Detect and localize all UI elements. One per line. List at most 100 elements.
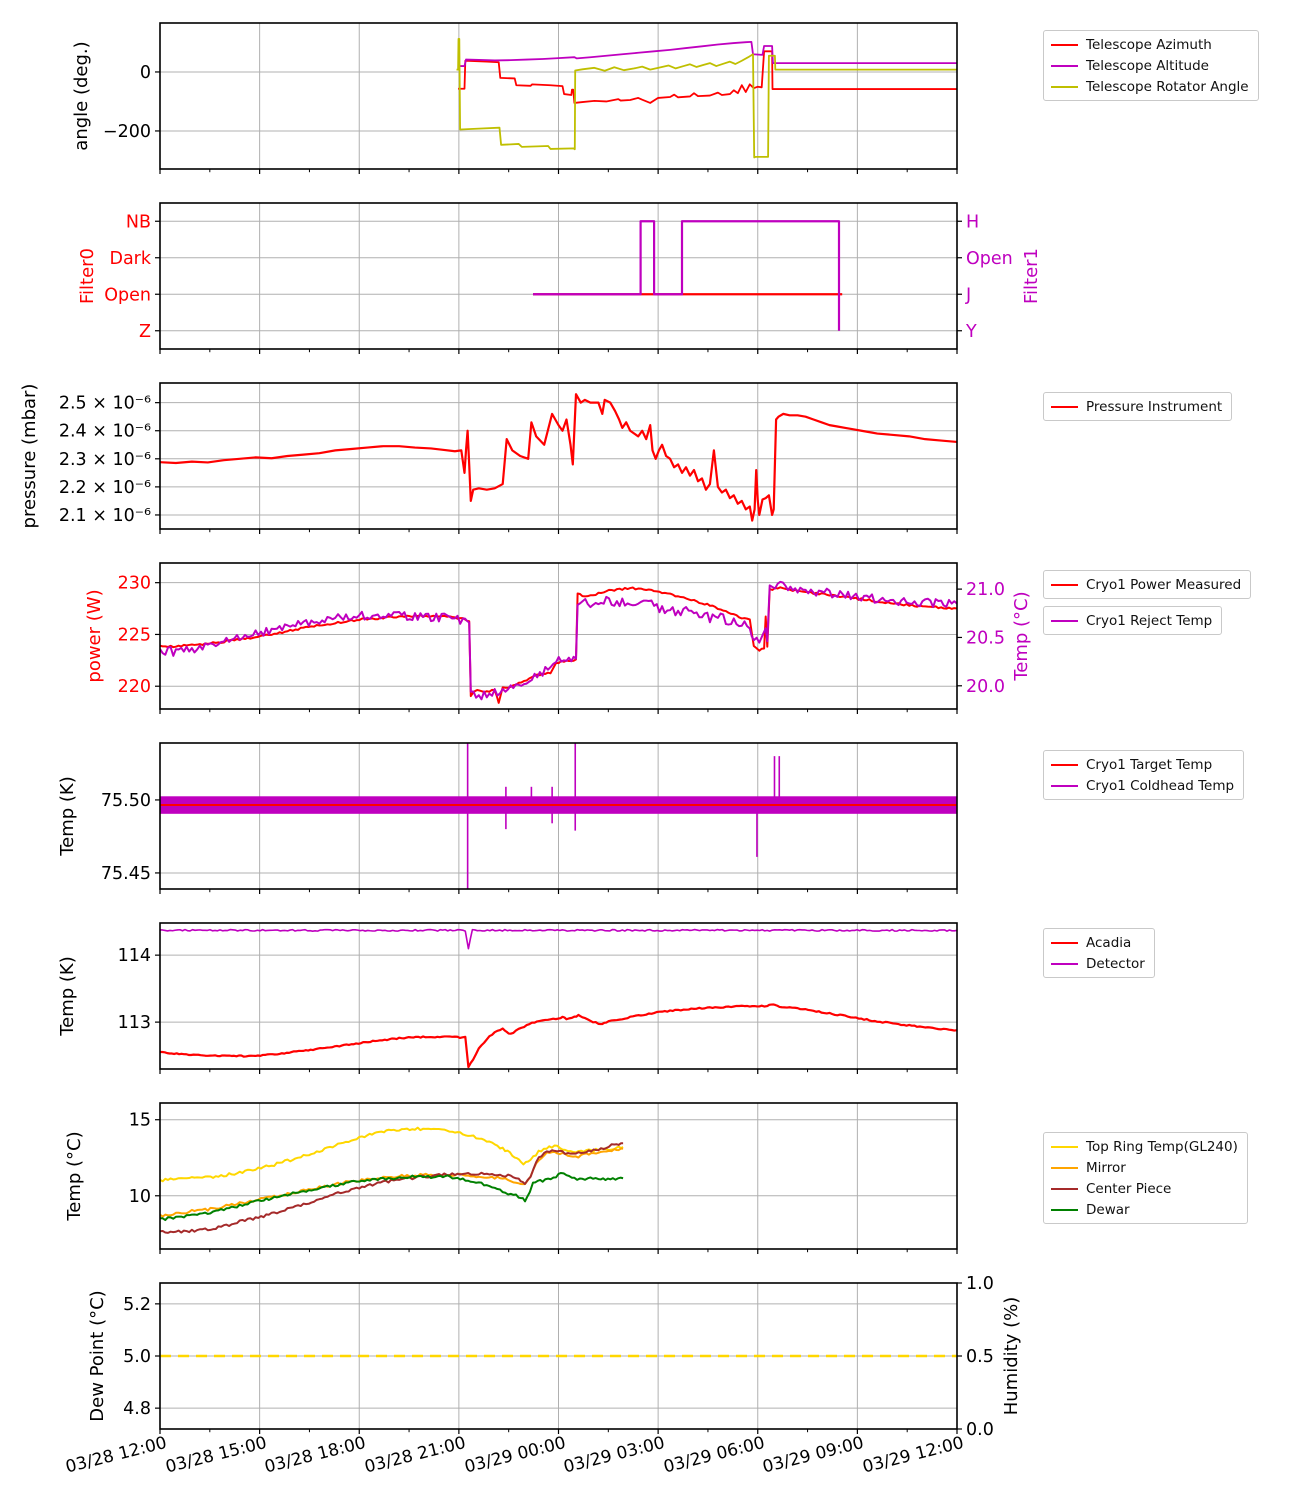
legend-label: Top Ring Temp(GL240) [1086,1138,1238,1155]
y-tick-label: 225 [118,625,151,645]
y-tick-label: 75.50 [101,791,151,811]
y-tick-label: −200 [103,122,151,142]
axes-frame [159,202,958,350]
ylabel-right-cryo-power: Temp (°C) [1011,591,1032,681]
y-tick-label: 2.2 × 10⁻⁶ [59,478,151,498]
y-tick-label: 4.8 [123,1399,151,1419]
y-right-tick-label: Y [965,322,977,342]
y-tick-label: Z [139,322,151,342]
y-right-tick-label: 21.0 [966,580,1005,600]
legend-item-acadia: Acadia [1051,932,1145,953]
y-right-tick-label: 0.5 [966,1347,994,1367]
y-tick-label: 114 [118,946,151,966]
legend-item-center-piece: Center Piece [1051,1178,1238,1199]
y-tick-label: 113 [118,1013,151,1033]
legend-item-detector: Detector [1051,953,1145,974]
legend-label: Acadia [1086,934,1132,951]
legend-label: Cryo1 Coldhead Temp [1086,777,1235,794]
legend-label: Telescope Altitude [1086,57,1209,74]
panel-angle-plot: 0 −200 [103,22,958,174]
panel-cryo-temp-plot: 75.50 75.45 [101,742,958,894]
axes-frame [159,382,958,530]
legend-swatch [1051,1166,1078,1169]
y-tick-label: 10 [129,1187,151,1207]
series-acadia [160,1003,957,1069]
y-tick-label: Dark [109,249,151,269]
legend-label: Cryo1 Target Temp [1086,756,1213,773]
legend-pressure: Pressure Instrument [1043,392,1233,421]
series-telescope-azimuth [458,50,957,104]
y-tick-label: 2.4 × 10⁻⁶ [59,422,151,442]
ylabel-pressure: pressure (mbar) [19,383,40,529]
y-tick-label: 230 [118,574,151,594]
y-right-tick-label: J [965,285,971,305]
series-top-ring-temp-gl240 [160,1126,624,1183]
legend-label: Detector [1086,955,1145,972]
legend-swatch [1051,64,1078,67]
legend-swatch [1051,962,1078,965]
legend-detector-temp: Acadia Detector [1043,928,1155,978]
legend-swatch [1051,583,1078,586]
axes-frame [159,22,958,170]
legend-label: Center Piece [1086,1180,1172,1197]
ylabel-structure-temp: Temp (°C) [64,1131,85,1221]
legend-swatch [1051,43,1078,46]
legend-label: Cryo1 Power Measured [1086,576,1242,593]
panel-filters-plot: NB Dark Open Z H Open JY [104,202,1013,354]
series-detector [160,928,957,950]
y-tick-label: 5.0 [123,1347,151,1367]
legend-item-cryo1-coldhead-temp: Cryo1 Coldhead Temp [1051,775,1234,796]
series-telescope-rotator-angle [456,38,957,159]
y-right-tick-label: Open [966,249,1013,269]
y-right-tick-label: H [966,212,979,232]
ylabel-right-filters: Filter1 [1021,247,1042,305]
legend-swatch [1051,405,1078,408]
series-center-piece [160,1142,624,1234]
axes-frame [159,562,958,710]
y-tick-label: 15 [129,1111,151,1131]
ylabel-cryo-power: power (W) [84,589,105,683]
panel-pressure-plot: 2.5 × 10⁻⁶ 2.4 × 10⁻⁶ 2.3 × 10⁻⁶ 2.2 × 10⁻⁶… [59,382,958,534]
legend-item-telescope-azimuth: Telescope Azimuth [1051,34,1249,55]
y-tick-label: 2.5 × 10⁻⁶ [59,394,151,414]
legend-swatch [1051,1187,1078,1190]
legend-item-telescope-altitude: Telescope Altitude [1051,55,1249,76]
legend-swatch [1051,784,1078,787]
legend-item-cryo1-power-measured: Cryo1 Power Measured [1051,574,1241,595]
series-mirror [160,1147,624,1218]
y-tick-label: 75.45 [101,864,151,884]
legend-cryo-power-0: Cryo1 Power Measured [1043,570,1252,599]
series-pressure-instrument [160,393,957,522]
legend-item-dewar: Dewar [1051,1199,1238,1220]
legend-swatch [1051,763,1078,766]
series-filter1-position [533,220,841,331]
y-tick-label: 2.3 × 10⁻⁶ [59,450,151,470]
y-tick-label: 220 [118,677,151,697]
legend-label: Telescope Rotator Angle [1086,78,1249,95]
axes-frame [159,742,958,890]
y-tick-label: Open [104,285,151,305]
y-tick-label: 5.2 [123,1295,151,1315]
legend-swatch [1051,1145,1078,1148]
legend-item-pressure-instrument: Pressure Instrument [1051,396,1222,417]
ylabel-filters: Filter0 [77,247,98,305]
legend-label: Dewar [1086,1201,1130,1218]
panel-detector-temp-plot: 114 113 [118,922,958,1074]
axes-frame [159,922,958,1070]
legend-swatch [1051,1208,1078,1211]
legend-item-telescope-rotator-angle: Telescope Rotator Angle [1051,76,1249,97]
legend-label: Mirror [1086,1159,1126,1176]
legend-cryo-temp: Cryo1 Target Temp Cryo1 Coldhead Temp [1043,750,1245,800]
legend-angle: Telescope Azimuth Telescope Altitude Teles… [1043,30,1259,101]
legend-item-cryo1-reject-temp: Cryo1 Reject Temp [1051,610,1212,631]
series-telescope-altitude [458,40,957,67]
legend-item-mirror: Mirror [1051,1157,1238,1178]
panel-dew-humidity-plot: 5.2 5.0 4.8 1.0 0.5 0.0 [123,1274,994,1440]
panel-cryo-power-plot: 230 225 220 21.0 20.5 20.0 [118,562,1005,714]
legend-item-top-ring-temp-gl240: Top Ring Temp(GL240) [1051,1136,1238,1157]
ylabel-right-dew-humidity: Humidity (%) [1001,1296,1022,1416]
legend-cryo-power-1: Cryo1 Reject Temp [1043,606,1223,635]
axes-frame [159,1102,958,1250]
series-cryo1-power-measured [160,586,957,704]
legend-label: Pressure Instrument [1086,398,1223,415]
